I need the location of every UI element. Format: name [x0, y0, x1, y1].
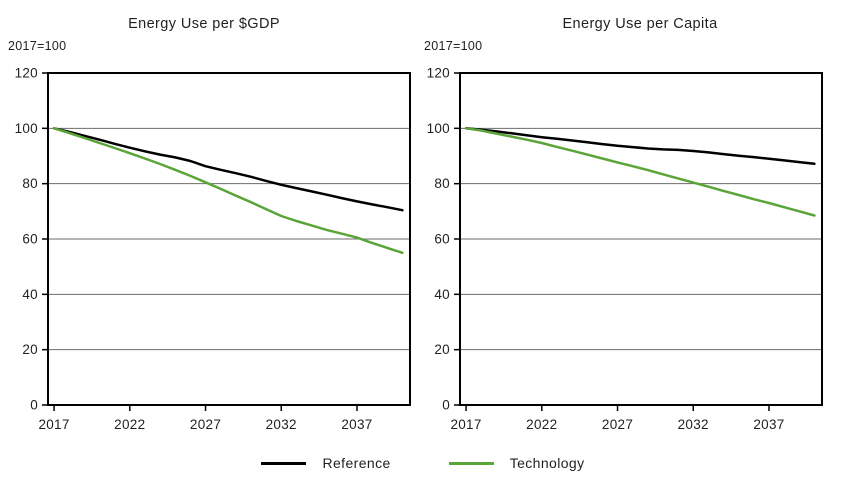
y-tick-label-80: 80 [22, 176, 38, 191]
reference-line-swatch [261, 461, 307, 465]
y-tick-label-40: 40 [22, 287, 38, 302]
reference-series-line [52, 127, 404, 212]
x-tick-label-2027: 2027 [602, 417, 633, 432]
x-tick-label-2032: 2032 [678, 417, 709, 432]
legend-label-technology: Technology [509, 455, 585, 471]
x-tick-label-2027: 2027 [190, 417, 221, 432]
x-tick-label-2022: 2022 [114, 417, 145, 432]
index-base-label-capita: 2017=100 [424, 39, 483, 53]
legend-item-reference: Reference [261, 455, 390, 471]
x-tick-label-2037: 2037 [341, 417, 372, 432]
legend-label-reference: Reference [322, 455, 391, 471]
x-tick-label-2037: 2037 [753, 417, 784, 432]
y-tick-label-100: 100 [427, 121, 450, 136]
chart-plot-gdp: 0 20 40 60 80 100 120 2017 2022 2027 2032 2037 [15, 66, 411, 432]
technology-series-line [464, 127, 816, 217]
index-base-label-gdp: 2017=100 [8, 39, 67, 53]
y-tick-label-20: 20 [22, 342, 38, 357]
y-tick-label-80: 80 [434, 176, 450, 191]
y-tick-label-40: 40 [434, 287, 450, 302]
x-tick-label-2017: 2017 [450, 417, 481, 432]
y-tick-label-0: 0 [442, 398, 450, 413]
y-tick-label-0: 0 [30, 398, 38, 413]
x-tick-label-2022: 2022 [526, 417, 557, 432]
y-tick-label-60: 60 [434, 232, 450, 247]
y-tick-label-100: 100 [15, 121, 38, 136]
technology-line-swatch [448, 461, 494, 465]
y-tick-label-20: 20 [434, 342, 450, 357]
y-tick-label-120: 120 [427, 66, 450, 81]
x-tick-label-2017: 2017 [38, 417, 69, 432]
chart-title-capita: Energy Use per Capita [562, 16, 718, 32]
technology-series-line [52, 127, 404, 255]
y-tick-label-120: 120 [15, 66, 38, 81]
reference-series-line [464, 127, 816, 165]
chart-title-gdp: Energy Use per $GDP [128, 16, 280, 32]
chart-plot-capita: 0 20 40 60 80 100 120 2017 2022 2027 2032 2037 [427, 66, 823, 432]
legend-item-technology: Technology [448, 455, 585, 471]
x-tick-label-2032: 2032 [266, 417, 297, 432]
y-tick-label-60: 60 [22, 232, 38, 247]
legend: Reference Technology [0, 450, 846, 476]
